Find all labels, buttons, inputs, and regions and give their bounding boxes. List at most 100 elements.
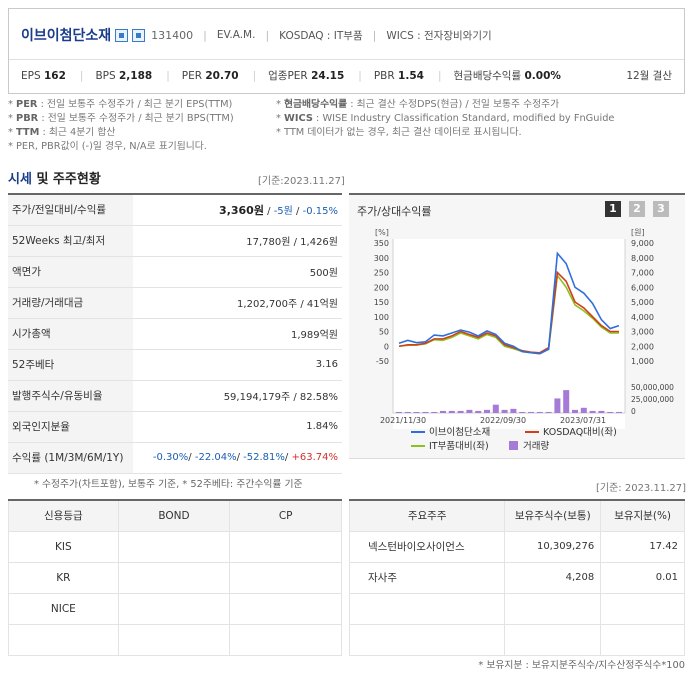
metric-dividend-yield: 현금배당수익률 0.00% <box>453 70 561 82</box>
agency-name <box>8 623 119 656</box>
row-value: 1.84% <box>133 411 342 443</box>
left-tick-label: 0 <box>384 342 389 351</box>
column-header: 신용등급 <box>8 499 119 532</box>
left-tick-label: 350 <box>374 239 389 248</box>
row-value: 500원 <box>133 256 342 288</box>
series-line <box>398 251 620 355</box>
volume-bar <box>457 410 464 413</box>
row-label: 52Weeks 최고/최저 <box>8 225 133 257</box>
price-label: 주가/전일대비/수익률 <box>8 193 133 226</box>
volume-bar <box>536 411 543 413</box>
holder-name: 넥스턴바이오사이언스 <box>348 530 506 563</box>
volume-bar <box>580 407 587 413</box>
row-label: 거래량/거래대금 <box>8 287 133 319</box>
holder-shares <box>504 623 602 656</box>
company-title-row: 이브이첨단소재 131400 | EV.A.M. | KOSDAQ : IT부품… <box>21 23 492 47</box>
legend-label: 거래량 <box>523 440 549 452</box>
table-row <box>348 592 685 625</box>
row-value: 1,989억원 <box>133 318 342 350</box>
volume-bar <box>413 411 420 413</box>
x-tick-label: 2022/09/30 <box>480 416 526 425</box>
volume-bar <box>616 411 622 413</box>
cp-rating <box>229 592 342 625</box>
left-tick-label: -50 <box>376 357 389 366</box>
volume-bar <box>431 411 438 413</box>
chart-panel: 주가/상대수익률 1 2 3 [%] [원] 350 9,000 300 8,000 250… <box>349 193 685 459</box>
major-holders-table: 주요주주 보유주식수(보통) 보유지분(%) 넥스턴바이오사이언스 10,309,… <box>348 499 685 656</box>
bond-rating <box>117 623 231 656</box>
legend-swatch <box>509 441 518 450</box>
legend-label: 이브이첨단소재 <box>429 427 490 438</box>
table-row <box>348 623 685 656</box>
agency-name: KR <box>8 561 119 594</box>
right-tick-label: 6,000 <box>631 283 654 292</box>
cp-rating <box>229 561 342 594</box>
table-row: 주가/전일대비/수익률 3,360원 / -5원 / -0.15% <box>8 193 342 226</box>
left-tick-label: 300 <box>374 254 389 263</box>
volume-tick-label: 25,000,000 <box>631 395 674 404</box>
right-tick-label: 3,000 <box>631 328 654 337</box>
metric-eps: EPS 162 <box>21 69 66 82</box>
price-relative-chart: [%] [원] 350 9,000 300 8,000 250 7,000 200 6,000 15… <box>374 228 674 452</box>
header-divider <box>9 59 684 60</box>
section-title: 시세 및 주주현황 <box>8 172 101 187</box>
cp-rating <box>229 623 342 656</box>
table-row: 시가총액 1,989억원 <box>8 318 342 350</box>
volume-bar <box>554 398 561 413</box>
table-row: 외국인지분율 1.84% <box>8 411 342 443</box>
volume-bar <box>440 410 446 413</box>
chart-page-2-button[interactable]: 2 <box>629 201 645 217</box>
stock-code: 131400 <box>151 28 194 42</box>
table-row <box>8 623 342 656</box>
volume-bar <box>492 404 499 413</box>
column-header: 주요주주 <box>348 499 506 532</box>
table-header-row: 주요주주 보유주식수(보통) 보유지분(%) <box>348 499 685 532</box>
returns-value: -0.30%/ -22.04%/ -52.81%/ +63.74% <box>133 442 342 474</box>
table-row: KIS <box>8 530 342 563</box>
volume-bar <box>510 408 517 413</box>
plot-background <box>393 239 625 429</box>
volume-bar <box>448 410 455 413</box>
holder-stake: 17.42 <box>600 530 685 563</box>
holder-stake <box>600 623 685 656</box>
chart-title: 주가/상대수익률 <box>357 205 432 218</box>
row-value: 1,202,700주 / 41억원 <box>133 287 342 319</box>
ir-icon[interactable] <box>132 28 146 42</box>
column-header: BOND <box>117 499 231 532</box>
right-tick-label: 9,000 <box>631 239 654 248</box>
volume-tick-label: 0 <box>631 407 636 416</box>
table-row: NICE <box>8 592 342 625</box>
home-icon[interactable] <box>115 28 129 42</box>
table-row: 수익률 (1M/3M/6M/1Y) -0.30%/ -22.04%/ -52.8… <box>8 442 342 474</box>
table-row: KR <box>8 561 342 594</box>
series-line <box>398 273 619 355</box>
column-header: CP <box>229 499 342 532</box>
holder-stake: 0.01 <box>600 561 685 594</box>
right-tick-label: 8,000 <box>631 254 654 263</box>
company-name[interactable]: 이브이첨단소재 <box>21 28 112 44</box>
volume-bar <box>563 390 570 413</box>
volume-bar <box>404 411 411 413</box>
chart-page-1-button[interactable]: 1 <box>605 201 621 217</box>
x-tick-label: 2023/07/31 <box>560 416 606 425</box>
wics-sector: WICS : 전자장비와기기 <box>386 29 492 42</box>
column-header: 보유주식수(보통) <box>504 499 602 532</box>
right-tick-label: 5,000 <box>631 298 654 307</box>
legend-label: KOSDAQ대비(좌) <box>543 427 617 438</box>
row-value: 17,780원 / 1,426원 <box>133 225 342 257</box>
volume-bar <box>422 411 429 413</box>
row-label: 52주베타 <box>8 349 133 381</box>
note-dividend: * 현금배당수익률 : 최근 결산 수정DPS(현금) / 전일 보통주 수정주… <box>276 99 560 110</box>
chart-page-3-button[interactable]: 3 <box>653 201 669 217</box>
right-tick-label: 7,000 <box>631 269 654 278</box>
agency-name: NICE <box>8 592 119 625</box>
volume-bar <box>572 409 578 413</box>
holder-name: 자사주 <box>348 561 506 594</box>
holder-name <box>348 592 506 625</box>
volume-bar <box>484 409 490 413</box>
price-value: 3,360원 / -5원 / -0.15% <box>133 193 342 226</box>
note-per: * PER : 전일 보통주 수정주가 / 최근 분기 EPS(TTM) <box>8 99 233 110</box>
bond-rating <box>117 530 231 563</box>
left-tick-label: 50 <box>379 328 389 337</box>
row-label: 발행주식수/유동비율 <box>8 380 133 412</box>
